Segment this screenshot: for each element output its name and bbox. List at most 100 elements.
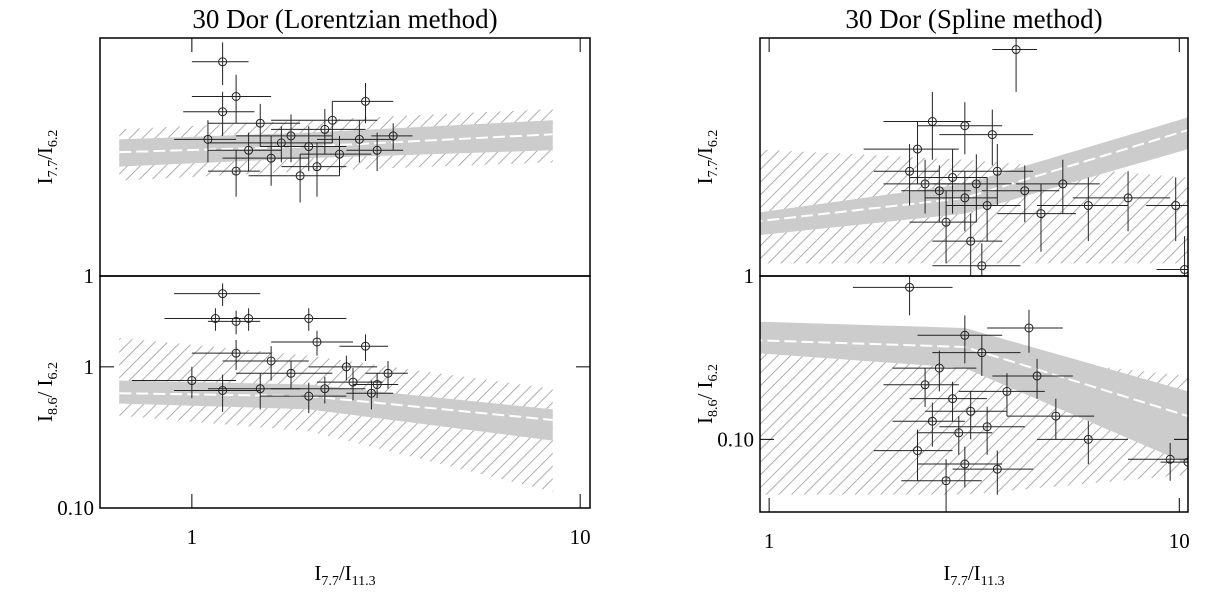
y-axis-label-part: 7.7 bbox=[46, 160, 61, 178]
y-axis-label-part: 6.2 bbox=[46, 362, 61, 380]
point bbox=[383, 368, 393, 378]
point bbox=[218, 289, 228, 299]
y-axis-label-part: I bbox=[693, 417, 717, 424]
point bbox=[295, 171, 305, 181]
point bbox=[948, 394, 958, 404]
point bbox=[231, 91, 241, 101]
y-axis-label-part: I bbox=[693, 177, 717, 184]
point bbox=[231, 316, 241, 326]
point bbox=[992, 464, 1002, 474]
point bbox=[255, 384, 265, 394]
point bbox=[218, 107, 228, 117]
x-tick-label: 10 bbox=[1169, 529, 1190, 553]
point bbox=[1083, 434, 1093, 444]
point bbox=[1011, 45, 1021, 55]
point bbox=[977, 261, 987, 271]
y-axis-label-part: I bbox=[33, 177, 57, 184]
point bbox=[954, 428, 964, 438]
x-tick-label: 1 bbox=[187, 525, 198, 549]
point bbox=[934, 363, 944, 373]
point bbox=[327, 115, 337, 125]
point bbox=[966, 236, 976, 246]
y-axis-label-part: 6.2 bbox=[706, 130, 721, 148]
point bbox=[354, 134, 364, 144]
y-axis-label-part: 8.6 bbox=[46, 398, 61, 416]
x-axis-label: I7.7/I11.3 bbox=[314, 561, 375, 589]
point bbox=[1058, 179, 1068, 189]
point bbox=[1051, 411, 1061, 421]
axes-frame bbox=[99, 275, 591, 509]
y-axis-label-part: /I bbox=[693, 147, 717, 160]
model-band bbox=[760, 117, 1188, 236]
panel-title: 30 Dor (Spline method) bbox=[845, 4, 1102, 34]
y-axis-label-part: I bbox=[33, 415, 57, 422]
panel-plot bbox=[119, 42, 553, 203]
point bbox=[335, 149, 345, 159]
x-axis-label-part: I bbox=[314, 561, 321, 585]
point bbox=[960, 121, 970, 131]
model-hatch-band bbox=[119, 338, 553, 492]
point bbox=[1024, 323, 1034, 333]
point bbox=[341, 362, 351, 372]
point bbox=[1165, 454, 1175, 464]
y-tick-label: 0.10 bbox=[57, 496, 94, 520]
point bbox=[977, 348, 987, 358]
y-tick-label: 1 bbox=[84, 264, 95, 288]
point bbox=[941, 476, 951, 486]
x-axis-label-part: I bbox=[943, 561, 950, 585]
point bbox=[388, 131, 398, 141]
point bbox=[266, 356, 276, 366]
y-axis-label: I7.7/I6.2 bbox=[693, 130, 721, 185]
x-axis-label-part: /I bbox=[339, 561, 352, 585]
y-axis-label: I7.7/I6.2 bbox=[33, 130, 61, 185]
x-axis-label-part: 11.3 bbox=[352, 574, 376, 589]
point bbox=[966, 406, 976, 416]
point bbox=[348, 377, 358, 387]
point bbox=[266, 153, 276, 163]
y-tick-label: 1 bbox=[84, 355, 95, 379]
point bbox=[960, 193, 970, 203]
point bbox=[1180, 265, 1188, 275]
point bbox=[927, 416, 937, 426]
y-axis-label-part: / I bbox=[693, 381, 717, 399]
point bbox=[276, 138, 286, 148]
y-axis-label: I8.6/ I6.2 bbox=[693, 364, 721, 424]
panel-plot bbox=[760, 276, 1188, 512]
point bbox=[1036, 209, 1046, 219]
point bbox=[304, 391, 314, 401]
point bbox=[992, 166, 1002, 176]
x-axis-label-part: /I bbox=[968, 561, 981, 585]
y-axis-label-part: 6.2 bbox=[46, 130, 61, 148]
point bbox=[244, 313, 254, 323]
model-band bbox=[760, 321, 1188, 465]
point bbox=[366, 388, 376, 398]
point bbox=[982, 422, 992, 432]
panel-plot bbox=[760, 38, 1188, 276]
axes-frame bbox=[759, 275, 1189, 513]
y-axis-label: I8.6/ I6.2 bbox=[33, 362, 61, 422]
point bbox=[1171, 201, 1181, 211]
point bbox=[360, 341, 370, 351]
x-tick-label: 1 bbox=[764, 529, 775, 553]
y-tick-label: 0.10 bbox=[717, 427, 754, 451]
point bbox=[312, 337, 322, 347]
point bbox=[960, 330, 970, 340]
point bbox=[960, 459, 970, 469]
point bbox=[948, 172, 958, 182]
panel-title: 30 Dor (Lorentzian method) bbox=[192, 4, 497, 34]
point bbox=[905, 282, 915, 292]
point bbox=[987, 130, 997, 140]
x-axis-label: I7.7/I11.3 bbox=[943, 561, 1004, 589]
y-axis-label-part: 8.6 bbox=[706, 400, 721, 418]
point bbox=[360, 96, 370, 106]
point bbox=[286, 131, 296, 141]
panel-plot bbox=[119, 283, 553, 492]
point bbox=[905, 166, 915, 176]
point bbox=[320, 124, 330, 134]
point bbox=[1020, 186, 1030, 196]
point bbox=[982, 201, 992, 211]
point bbox=[971, 179, 981, 189]
point bbox=[1032, 371, 1042, 381]
